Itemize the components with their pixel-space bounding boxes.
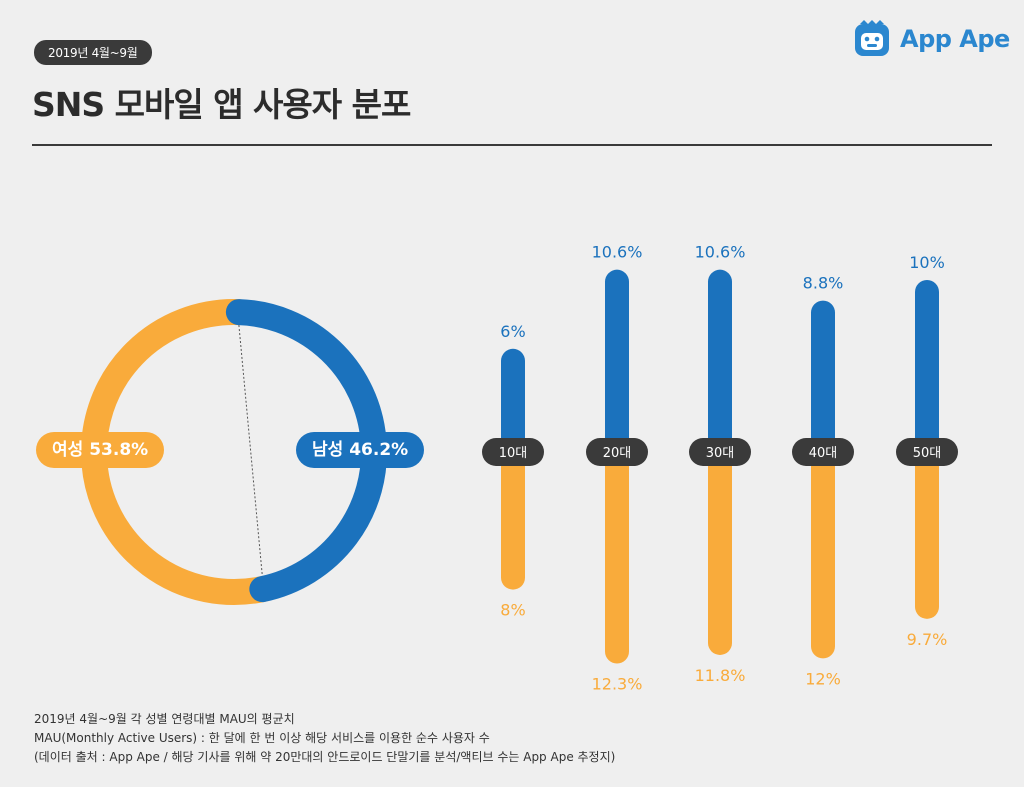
bar-lower	[811, 440, 835, 659]
age-badge	[586, 438, 648, 466]
age-badge	[482, 438, 544, 466]
age-category-label: 20대	[603, 446, 632, 461]
bar-lower-value-label: 12%	[805, 669, 841, 688]
bar-upper	[708, 269, 732, 464]
age-badge	[896, 438, 958, 466]
bar-upper-value-label: 8.8%	[803, 274, 844, 293]
bar-upper-value-label: 10%	[909, 253, 945, 272]
bar-lower-value-label: 11.8%	[695, 666, 746, 685]
age-category-label: 50대	[913, 446, 942, 461]
male-share-label: 남성 46.2%	[296, 432, 425, 468]
bar-lower-value-label: 8%	[500, 601, 525, 620]
bar-upper	[915, 280, 939, 464]
title-divider	[32, 144, 992, 146]
bar-upper	[811, 300, 835, 464]
bar-upper-value-label: 6%	[500, 322, 525, 341]
bar-upper-value-label: 10.6%	[592, 243, 643, 262]
bar-upper-value-label: 10.6%	[695, 243, 746, 262]
app-ape-logo: App Ape	[852, 18, 1010, 60]
period-badge: 2019년 4월~9월	[34, 40, 152, 65]
age-category-label: 10대	[499, 446, 528, 461]
bar-lower-value-label: 12.3%	[592, 675, 643, 694]
footnotes: 2019년 4월~9월 각 성별 연령대별 MAU의 평균치 MAU(Month…	[34, 710, 615, 767]
bar-lower	[605, 440, 629, 664]
female-share-label: 여성 53.8%	[36, 432, 165, 468]
bar-lower	[915, 440, 939, 619]
bar-lower	[708, 440, 732, 655]
bar-lower	[501, 440, 525, 590]
bar-upper	[501, 348, 525, 464]
page-title: SNS 모바일 앱 사용자 분포	[32, 85, 411, 124]
bar-upper	[605, 269, 629, 464]
footnote-line: 2019년 4월~9월 각 성별 연령대별 MAU의 평균치	[34, 712, 295, 726]
logo-text: App Ape	[900, 25, 1010, 53]
ape-face-icon	[855, 20, 889, 56]
bar-lower-value-label: 9.7%	[907, 630, 948, 649]
age-badge	[689, 438, 751, 466]
footnote-line: MAU(Monthly Active Users) : 한 달에 한 번 이상 …	[34, 731, 490, 745]
footnote-line: (데이터 출처 : App Ape / 해당 기사를 위해 약 20만대의 안드…	[34, 750, 616, 764]
age-category-label: 40대	[809, 446, 838, 461]
age-badge	[792, 438, 854, 466]
age-category-label: 30대	[706, 446, 735, 461]
